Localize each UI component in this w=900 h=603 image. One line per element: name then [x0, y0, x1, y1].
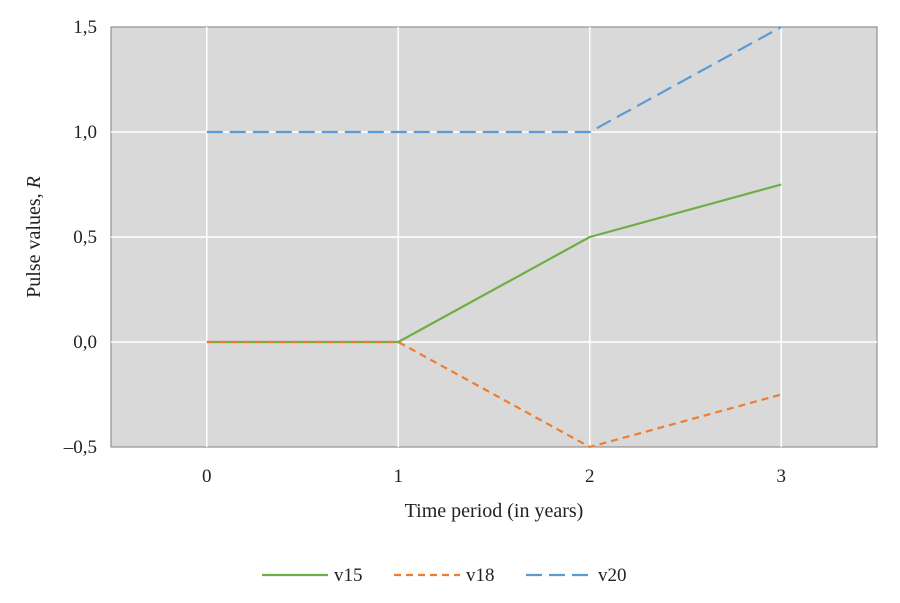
series-line-v18 — [206, 340, 782, 449]
series-line-v15 — [206, 183, 782, 344]
y-tick-label: 1,0 — [73, 122, 97, 143]
legend-label-v18: v18 — [466, 565, 495, 586]
x-tick-labels: 0 1 2 3 — [202, 466, 786, 487]
x-axis-label: Time period (in years) — [405, 500, 584, 522]
y-tick-label: –0,5 — [63, 437, 97, 458]
legend-label-v20: v20 — [598, 565, 627, 586]
series-line-v20 — [206, 26, 782, 134]
y-axis-label-main: Pulse values, — [23, 188, 45, 297]
y-axis-label: Pulse values, R — [23, 176, 45, 298]
legend-label-v15: v15 — [334, 565, 363, 586]
x-tick-label: 1 — [394, 466, 404, 487]
y-axis-label-variable: R — [23, 176, 45, 189]
series-lines — [206, 26, 782, 449]
legend: v15 v18 v20 — [262, 565, 627, 586]
x-tick-label: 0 — [202, 466, 212, 487]
y-tick-label: 1,5 — [73, 17, 97, 38]
y-tick-label: 0,0 — [73, 332, 97, 353]
y-tick-labels: –0,5 0,0 0,5 1,0 1,5 — [63, 17, 97, 458]
x-tick-label: 3 — [777, 466, 787, 487]
y-tick-label: 0,5 — [73, 227, 97, 248]
x-tick-label: 2 — [585, 466, 595, 487]
